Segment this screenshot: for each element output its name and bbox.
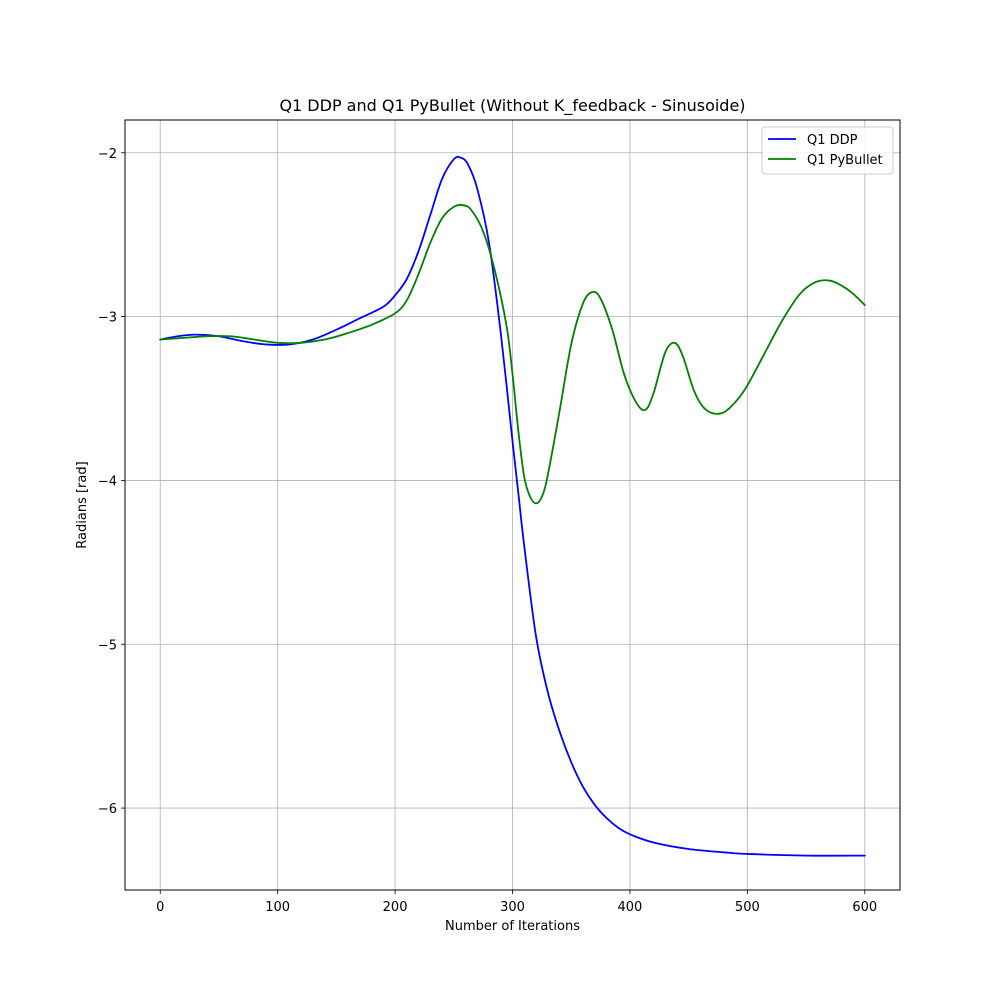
x-tick-label: 600 (852, 900, 877, 915)
y-tick-label: −2 (98, 147, 117, 162)
chart-title: Q1 DDP and Q1 PyBullet (Without K_feedba… (279, 96, 745, 116)
axis-ticks: 0 100 200 300 400 500 600 −2 −3 −4 −5 −6 (98, 147, 877, 915)
series-lines (159, 155, 866, 857)
grid (125, 120, 900, 890)
legend-entry-label: Q1 PyBullet (807, 153, 883, 168)
legend-entry-label: Q1 DDP (807, 133, 858, 148)
x-tick-label: 100 (265, 900, 290, 915)
x-tick-label: 500 (735, 900, 760, 915)
x-tick-label: 300 (500, 900, 525, 915)
series-line-q1-pybullet (159, 203, 866, 505)
x-tick-label: 0 (156, 900, 164, 915)
y-axis-label: Radians [rad] (75, 461, 90, 548)
y-tick-label: −6 (98, 802, 117, 817)
x-axis-label: Number of Iterations (445, 919, 580, 934)
x-tick-label: 200 (383, 900, 408, 915)
y-tick-label: −3 (98, 311, 117, 326)
y-tick-label: −5 (98, 638, 117, 653)
x-tick-label: 400 (618, 900, 643, 915)
legend: Q1 DDP Q1 PyBullet (761, 126, 894, 175)
y-tick-label: −4 (98, 474, 117, 489)
